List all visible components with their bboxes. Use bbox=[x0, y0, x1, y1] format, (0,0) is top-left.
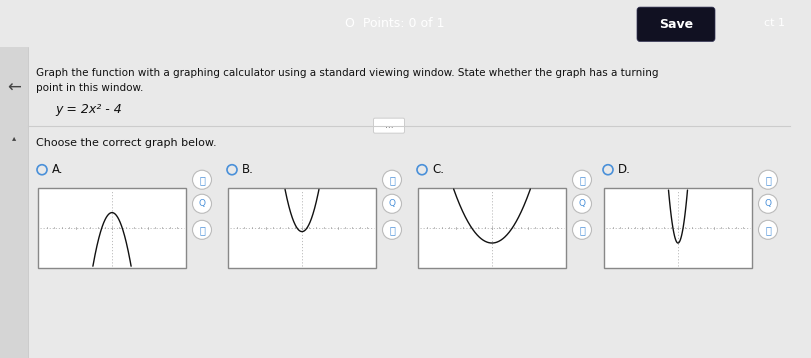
Text: Q: Q bbox=[388, 199, 396, 208]
Text: Save: Save bbox=[659, 18, 693, 31]
Bar bbox=[418, 188, 566, 268]
Bar bbox=[228, 188, 376, 268]
Circle shape bbox=[383, 170, 401, 189]
Text: ct 1: ct 1 bbox=[765, 18, 786, 28]
Circle shape bbox=[573, 170, 591, 189]
Circle shape bbox=[758, 170, 778, 189]
Circle shape bbox=[758, 194, 778, 213]
Text: Choose the correct graph below.: Choose the correct graph below. bbox=[36, 138, 217, 148]
Text: ⧉: ⧉ bbox=[765, 225, 771, 235]
Text: 🔍: 🔍 bbox=[389, 175, 395, 185]
Circle shape bbox=[573, 220, 591, 240]
Text: y = 2x² - 4: y = 2x² - 4 bbox=[55, 103, 122, 116]
Circle shape bbox=[192, 170, 212, 189]
Text: C.: C. bbox=[432, 163, 444, 176]
Circle shape bbox=[383, 194, 401, 213]
Text: Q: Q bbox=[578, 199, 586, 208]
Text: ▴: ▴ bbox=[12, 133, 16, 142]
Circle shape bbox=[383, 220, 401, 240]
Text: ⧉: ⧉ bbox=[199, 225, 205, 235]
Text: 🔍: 🔍 bbox=[765, 175, 771, 185]
FancyBboxPatch shape bbox=[374, 118, 405, 133]
Text: 🔍: 🔍 bbox=[199, 175, 205, 185]
Text: 🔍: 🔍 bbox=[579, 175, 585, 185]
Text: ...: ... bbox=[384, 121, 393, 130]
Bar bbox=[38, 188, 186, 268]
Text: ⧉: ⧉ bbox=[389, 225, 395, 235]
Circle shape bbox=[573, 194, 591, 213]
Text: Graph the function with a graphing calculator using a standard viewing window. S: Graph the function with a graphing calcu… bbox=[36, 68, 659, 78]
Text: Q: Q bbox=[765, 199, 771, 208]
FancyBboxPatch shape bbox=[637, 7, 715, 42]
Text: ←: ← bbox=[7, 79, 21, 97]
Text: B.: B. bbox=[242, 163, 254, 176]
Text: point in this window.: point in this window. bbox=[36, 83, 144, 93]
Circle shape bbox=[758, 220, 778, 240]
Bar bbox=[0, 47, 28, 358]
Text: ⧉: ⧉ bbox=[579, 225, 585, 235]
Bar bbox=[604, 188, 752, 268]
Text: A.: A. bbox=[52, 163, 63, 176]
Text: D.: D. bbox=[618, 163, 631, 176]
Text: O  Points: 0 of 1: O Points: 0 of 1 bbox=[345, 17, 444, 30]
Circle shape bbox=[192, 194, 212, 213]
Text: Q: Q bbox=[199, 199, 205, 208]
Circle shape bbox=[192, 220, 212, 240]
